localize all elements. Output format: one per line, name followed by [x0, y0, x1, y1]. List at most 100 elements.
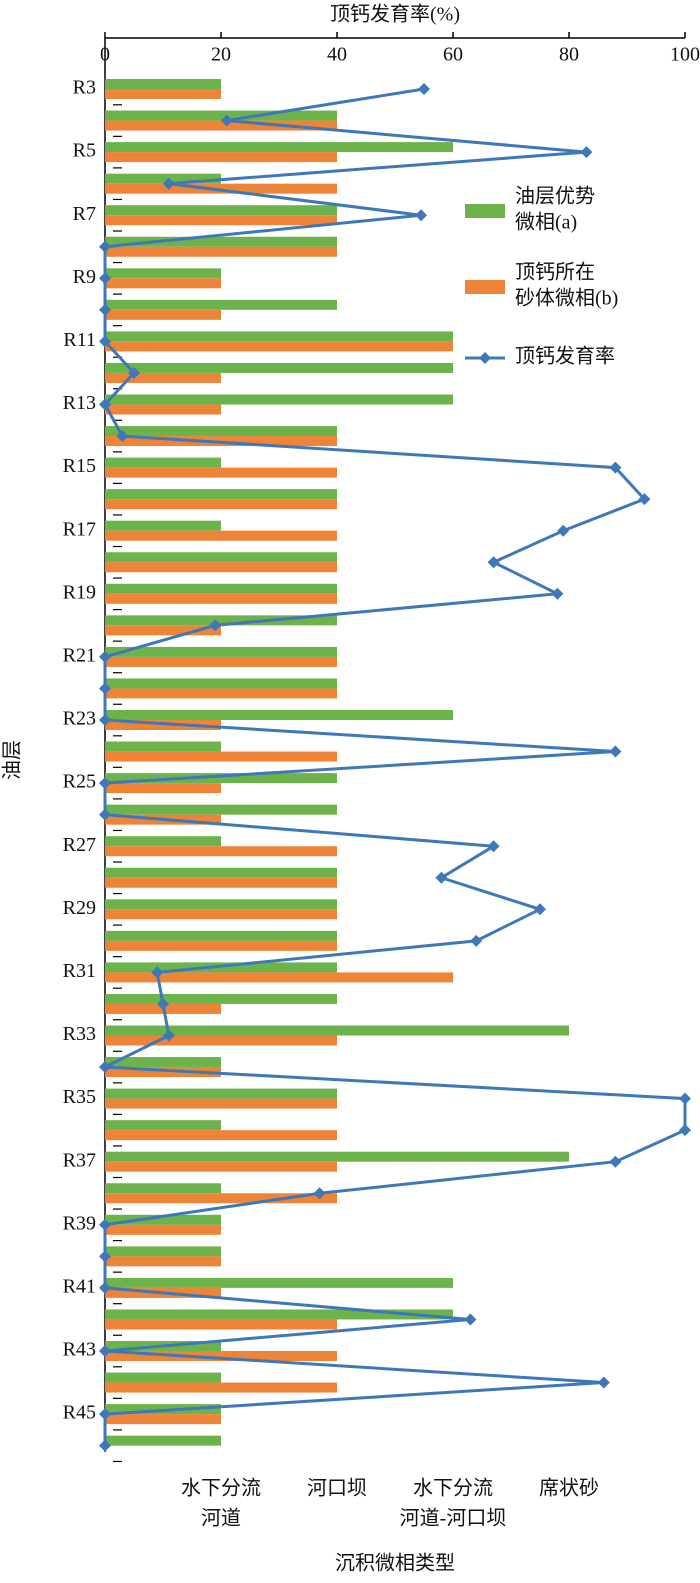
marker — [679, 1092, 691, 1105]
bar — [105, 656, 337, 667]
bar — [105, 268, 221, 279]
bar — [105, 804, 337, 815]
marker — [162, 177, 175, 190]
y-tick-label: R31 — [63, 960, 96, 982]
bar — [105, 457, 221, 468]
bar — [105, 372, 221, 383]
bar — [105, 646, 337, 657]
marker — [99, 1439, 111, 1452]
marker — [99, 714, 111, 726]
y-tick-label: R43 — [63, 1339, 96, 1361]
y-tick-label: R19 — [63, 581, 96, 603]
bar — [105, 309, 221, 320]
y-tick-label: R9 — [73, 266, 96, 288]
bar — [105, 1319, 337, 1330]
bar — [105, 615, 337, 626]
bar — [105, 1098, 337, 1109]
bar — [105, 836, 221, 847]
marker — [597, 1376, 610, 1389]
marker — [99, 650, 111, 663]
marker — [415, 209, 428, 222]
marker — [99, 1218, 111, 1231]
y-tick-label: R39 — [63, 1212, 96, 1234]
marker — [151, 966, 164, 979]
marker — [157, 997, 169, 1010]
bar — [105, 183, 337, 194]
bar — [105, 993, 337, 1004]
bar — [105, 404, 221, 415]
x-tick-label: 100 — [670, 44, 700, 66]
y-tick-label: R11 — [63, 329, 96, 351]
bar — [105, 1256, 221, 1267]
bar — [105, 331, 453, 342]
bar — [105, 278, 221, 289]
bar — [105, 246, 337, 257]
marker — [580, 146, 593, 159]
marker — [487, 840, 500, 853]
bar — [105, 1193, 337, 1204]
y-tick-label: R15 — [63, 455, 96, 477]
y-axis-label: 油层 — [1, 740, 24, 780]
y-tick-label: R13 — [63, 392, 96, 414]
bar — [105, 1025, 569, 1036]
bar — [105, 909, 337, 920]
y-tick-label: R3 — [73, 77, 96, 99]
bar — [105, 79, 221, 89]
bar — [105, 1088, 337, 1099]
bar — [105, 489, 337, 500]
marker — [99, 1061, 111, 1074]
bar — [105, 688, 337, 699]
bar — [105, 625, 221, 636]
marker — [470, 934, 483, 947]
bar — [105, 1214, 221, 1225]
marker — [99, 777, 111, 790]
bar — [105, 499, 337, 510]
y-tick-label: R17 — [63, 518, 96, 540]
bar — [105, 236, 337, 247]
marker — [679, 1124, 691, 1137]
bottom-tick-label: 河道 — [201, 1507, 241, 1530]
y-tick-label: R27 — [63, 834, 96, 856]
marker — [162, 1029, 175, 1042]
legend-marker — [479, 352, 491, 364]
bar — [105, 362, 453, 373]
bar — [105, 846, 337, 857]
marker — [534, 903, 546, 916]
marker — [99, 335, 111, 348]
bar — [105, 1372, 221, 1383]
bar — [105, 972, 453, 983]
bottom-tick-label: 河口坝 — [307, 1477, 367, 1500]
bar — [105, 1435, 221, 1446]
bar — [105, 593, 337, 604]
x-tick-label: 20 — [211, 44, 231, 66]
bottom-tick-label: 水下分流 — [181, 1477, 261, 1500]
bar — [105, 1057, 221, 1068]
bar — [105, 142, 453, 153]
bar — [105, 741, 221, 752]
bar — [105, 394, 453, 405]
bar — [105, 877, 337, 888]
marker — [313, 1187, 326, 1200]
y-tick-label: R35 — [63, 1086, 96, 1108]
marker — [464, 1313, 477, 1326]
x-axis-label: 沉积微相类型 — [335, 1552, 455, 1575]
x-tick-label: 40 — [327, 44, 347, 66]
bar — [105, 110, 337, 121]
bar — [105, 1120, 221, 1131]
marker — [609, 461, 622, 474]
bar — [105, 930, 337, 941]
bar — [105, 710, 453, 720]
marker — [609, 1155, 622, 1168]
bottom-tick-label: 河道-河口坝 — [400, 1507, 507, 1530]
bar — [105, 1183, 221, 1194]
bar — [105, 1246, 221, 1257]
bar — [105, 215, 337, 226]
bar — [105, 562, 337, 573]
marker — [418, 83, 430, 95]
marker — [99, 398, 111, 411]
bar — [105, 341, 453, 352]
bottom-tick-label: 席状砂 — [539, 1477, 599, 1500]
marker — [99, 808, 111, 821]
legend-swatch — [465, 204, 505, 218]
